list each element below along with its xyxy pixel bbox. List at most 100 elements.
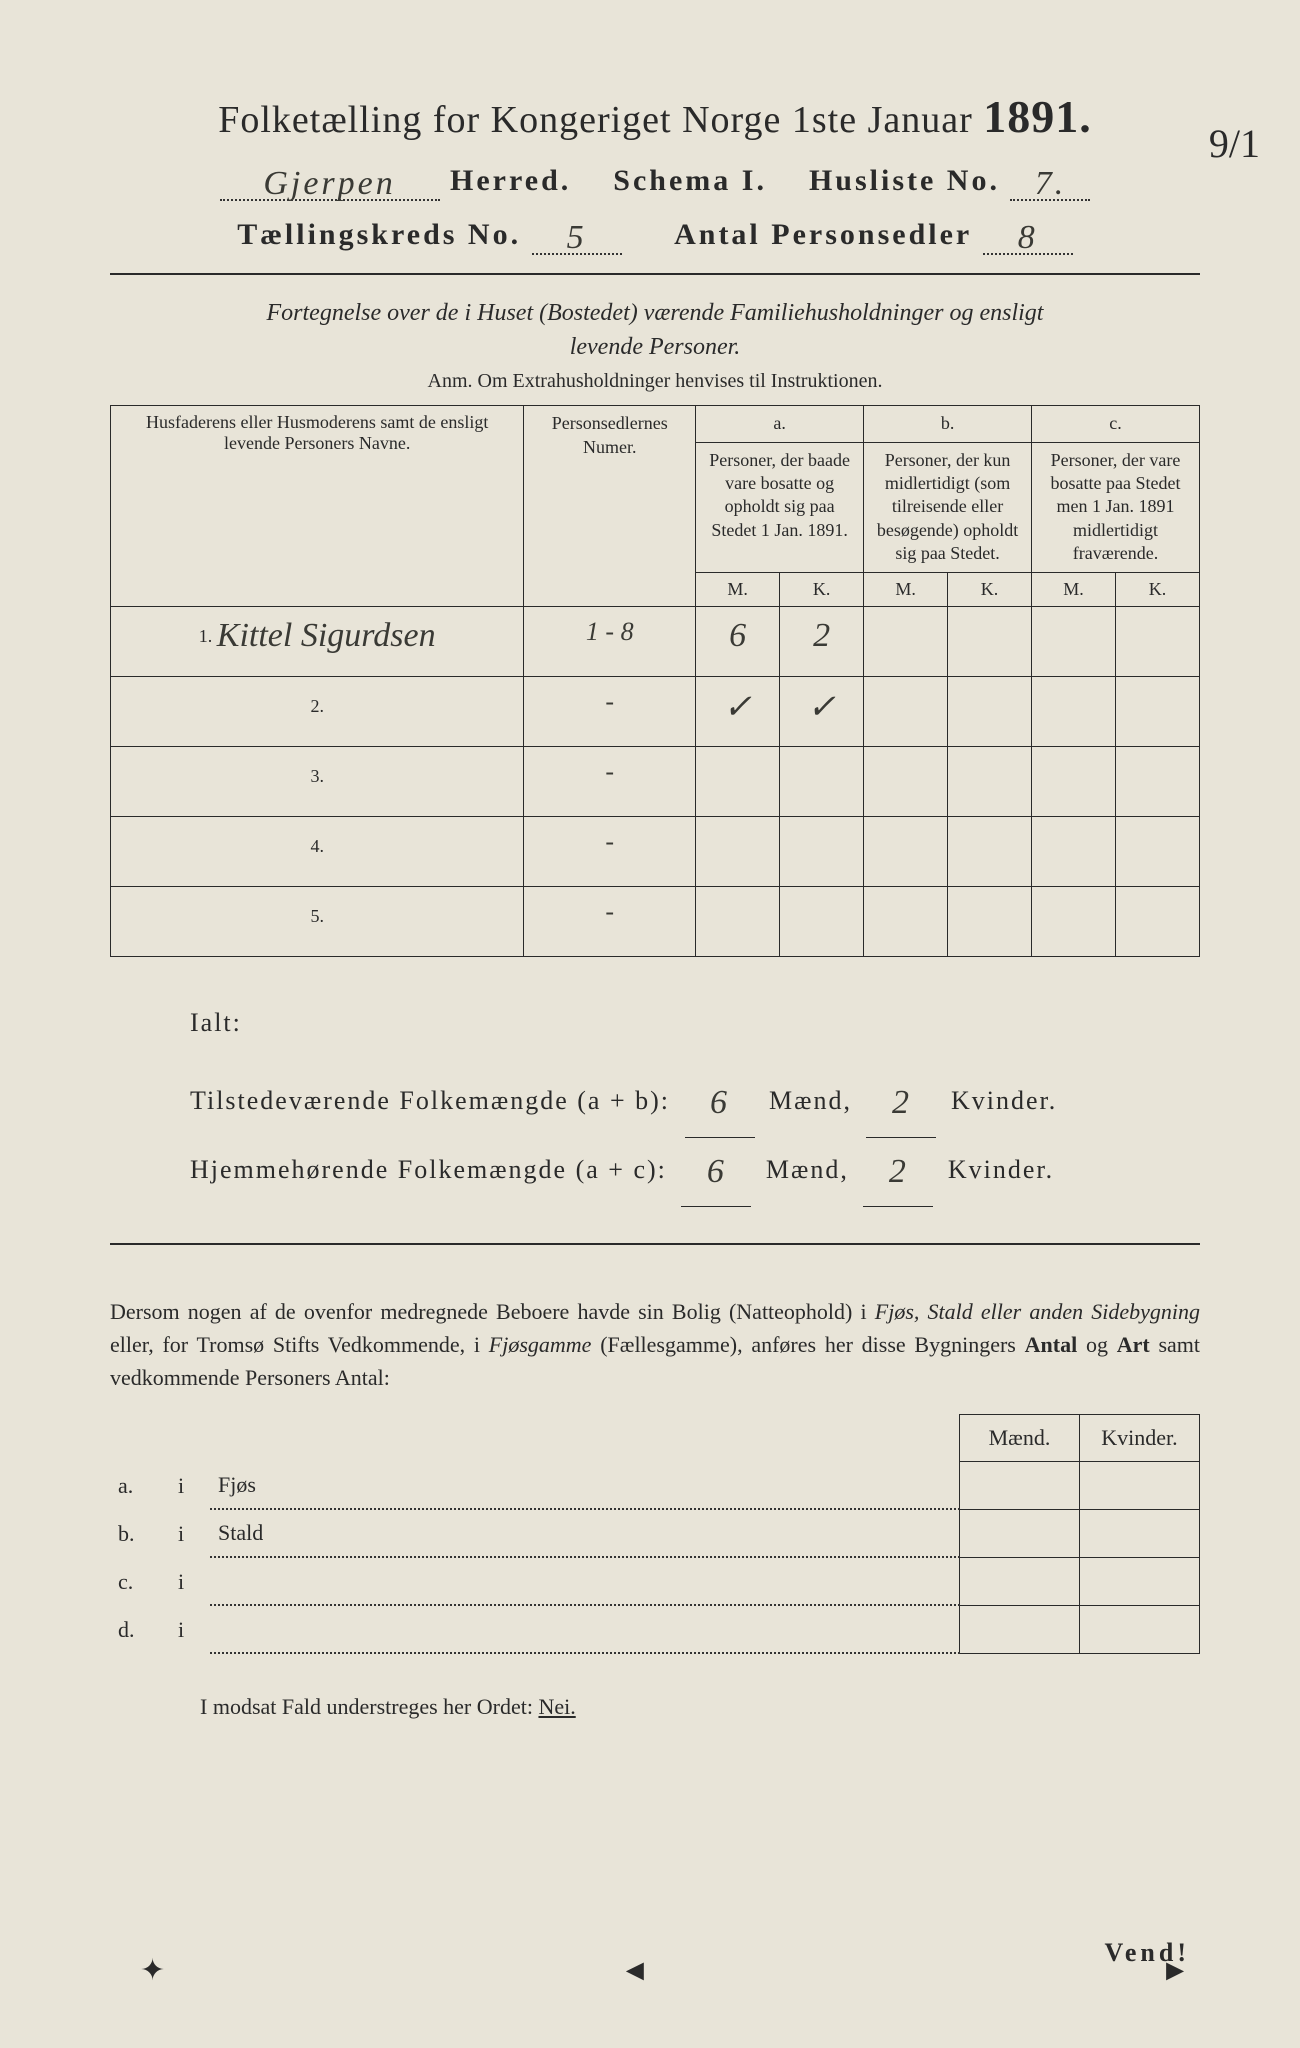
divider-2 xyxy=(110,1243,1200,1245)
header-line-district: Gjerpen Herred. Schema I. Husliste No. 7… xyxy=(110,161,1200,201)
totals-block: Ialt: Tilstedeværende Folkemængde (a + b… xyxy=(110,997,1200,1203)
antal-label: Antal Personsedler xyxy=(674,218,972,251)
row-index: 3. xyxy=(111,746,524,816)
col-group-b-text: Personer, der kun midlertidigt (som tilr… xyxy=(864,442,1032,572)
cell-a-k: 2 xyxy=(780,606,864,676)
sub-row-letter: b. xyxy=(110,1509,170,1557)
cell-c-k xyxy=(1116,746,1200,816)
cell-b-m xyxy=(864,746,948,816)
cell-c-k xyxy=(1116,886,1200,956)
sub-cell-k xyxy=(1080,1557,1200,1605)
page-title: Folketælling for Kongeriget Norge 1ste J… xyxy=(110,90,1200,143)
census-form-page: Folketælling for Kongeriget Norge 1ste J… xyxy=(0,0,1300,2048)
table-row: 5. - xyxy=(111,886,1200,956)
col-c-k: K. xyxy=(1116,572,1200,606)
sub-table-row: d.i xyxy=(110,1605,1200,1653)
sub-table-row: b.iStald xyxy=(110,1509,1200,1557)
cell-a-k xyxy=(780,886,864,956)
maend-label-2: Mænd, xyxy=(766,1155,849,1184)
divider xyxy=(110,273,1200,275)
sub-row-type xyxy=(210,1605,960,1653)
title-year: 1891. xyxy=(983,91,1092,142)
sub-row-i: i xyxy=(170,1509,210,1557)
cell-a-k: ✓ xyxy=(780,676,864,746)
sub-cell-m xyxy=(960,1509,1080,1557)
punch-mark-icon: ✦ xyxy=(140,1953,165,1988)
kreds-value: 5 xyxy=(567,219,587,256)
sub-row-type xyxy=(210,1557,960,1605)
cell-num: 1 - 8 xyxy=(524,606,696,676)
cell-b-k xyxy=(948,606,1032,676)
kvinder-label-2: Kvinder. xyxy=(948,1155,1054,1184)
cell-num: - xyxy=(524,746,696,816)
cell-b-m xyxy=(864,816,948,886)
cell-a-k xyxy=(780,746,864,816)
cell-c-m xyxy=(1032,606,1116,676)
cell-b-m xyxy=(864,606,948,676)
punch-mark-icon: ► xyxy=(1160,1954,1190,1988)
sub-cell-k xyxy=(1080,1605,1200,1653)
col-group-b-label: b. xyxy=(864,406,1032,442)
herred-label: Herred. xyxy=(450,164,571,197)
kreds-label: Tællingskreds No. xyxy=(237,218,521,251)
sub-row-letter: d. xyxy=(110,1605,170,1653)
title-text: Folketælling for Kongeriget Norge 1ste J… xyxy=(218,99,973,141)
row-index: 5. xyxy=(111,886,524,956)
cell-a-m: 6 xyxy=(696,606,780,676)
desc-line1: Fortegnelse over de i Huset (Bostedet) v… xyxy=(267,300,1044,326)
annotation-note: Anm. Om Extrahusholdninger henvises til … xyxy=(110,370,1200,393)
maend-label: Mænd, xyxy=(769,1086,852,1115)
sub-row-type: Stald xyxy=(210,1509,960,1557)
sub-row-i: i xyxy=(170,1605,210,1653)
schema-label: Schema I. xyxy=(613,164,767,197)
cell-c-m xyxy=(1032,816,1116,886)
cell-num: - xyxy=(524,886,696,956)
row-index: 1. Kittel Sigurdsen xyxy=(111,606,524,676)
col-b-k: K. xyxy=(948,572,1032,606)
cell-c-k xyxy=(1116,676,1200,746)
col-header-name: Husfaderens eller Husmoderens samt de en… xyxy=(111,406,524,606)
cell-c-m xyxy=(1032,746,1116,816)
cell-a-m: ✓ xyxy=(696,676,780,746)
col-a-m: M. xyxy=(696,572,780,606)
sub-row-i: i xyxy=(170,1461,210,1509)
sub-row-i: i xyxy=(170,1557,210,1605)
cell-c-m xyxy=(1032,676,1116,746)
bolig-paragraph: Dersom nogen af de ovenfor medregnede Be… xyxy=(110,1295,1200,1394)
tilstede-m: 6 xyxy=(685,1069,755,1138)
nei-line: I modsat Fald understreges her Ordet: Ne… xyxy=(110,1694,1200,1720)
hjemme-label: Hjemmehørende Folkemængde (a + c): xyxy=(190,1144,667,1196)
desc-line2: levende Personer. xyxy=(570,334,741,360)
row-index: 4. xyxy=(111,816,524,886)
husliste-label: Husliste No. xyxy=(809,164,1000,197)
cell-b-k xyxy=(948,886,1032,956)
sub-table-row: a.iFjøs xyxy=(110,1461,1200,1509)
husliste-value: 7. xyxy=(1035,165,1067,202)
cell-a-m xyxy=(696,886,780,956)
col-header-number: Personsedlernes Numer. xyxy=(524,406,696,606)
tilstede-label: Tilstedeværende Folkemængde (a + b): xyxy=(190,1075,670,1127)
table-row: 2. -✓✓ xyxy=(111,676,1200,746)
tilstede-k: 2 xyxy=(866,1069,936,1138)
household-table: Husfaderens eller Husmoderens samt de en… xyxy=(110,405,1200,956)
cell-num: - xyxy=(524,816,696,886)
sub-row-type: Fjøs xyxy=(210,1461,960,1509)
punch-mark-icon: ◄ xyxy=(620,1954,650,1988)
cell-b-m xyxy=(864,886,948,956)
sub-row-letter: c. xyxy=(110,1557,170,1605)
table-row: 1. Kittel Sigurdsen1 - 862 xyxy=(111,606,1200,676)
ialt-label: Ialt: xyxy=(190,997,242,1049)
sub-cell-m xyxy=(960,1557,1080,1605)
kvinder-label: Kvinder. xyxy=(951,1086,1057,1115)
row-index: 2. xyxy=(111,676,524,746)
person-name: Kittel Sigurdsen xyxy=(217,617,436,654)
col-a-k: K. xyxy=(780,572,864,606)
sub-cell-k xyxy=(1080,1509,1200,1557)
cell-num: - xyxy=(524,676,696,746)
sub-maend: Mænd. xyxy=(960,1414,1080,1461)
sub-row-letter: a. xyxy=(110,1461,170,1509)
hjemme-k: 2 xyxy=(863,1138,933,1207)
cell-b-k xyxy=(948,746,1032,816)
herred-value: Gjerpen xyxy=(263,165,395,202)
antal-value: 8 xyxy=(1018,219,1038,256)
